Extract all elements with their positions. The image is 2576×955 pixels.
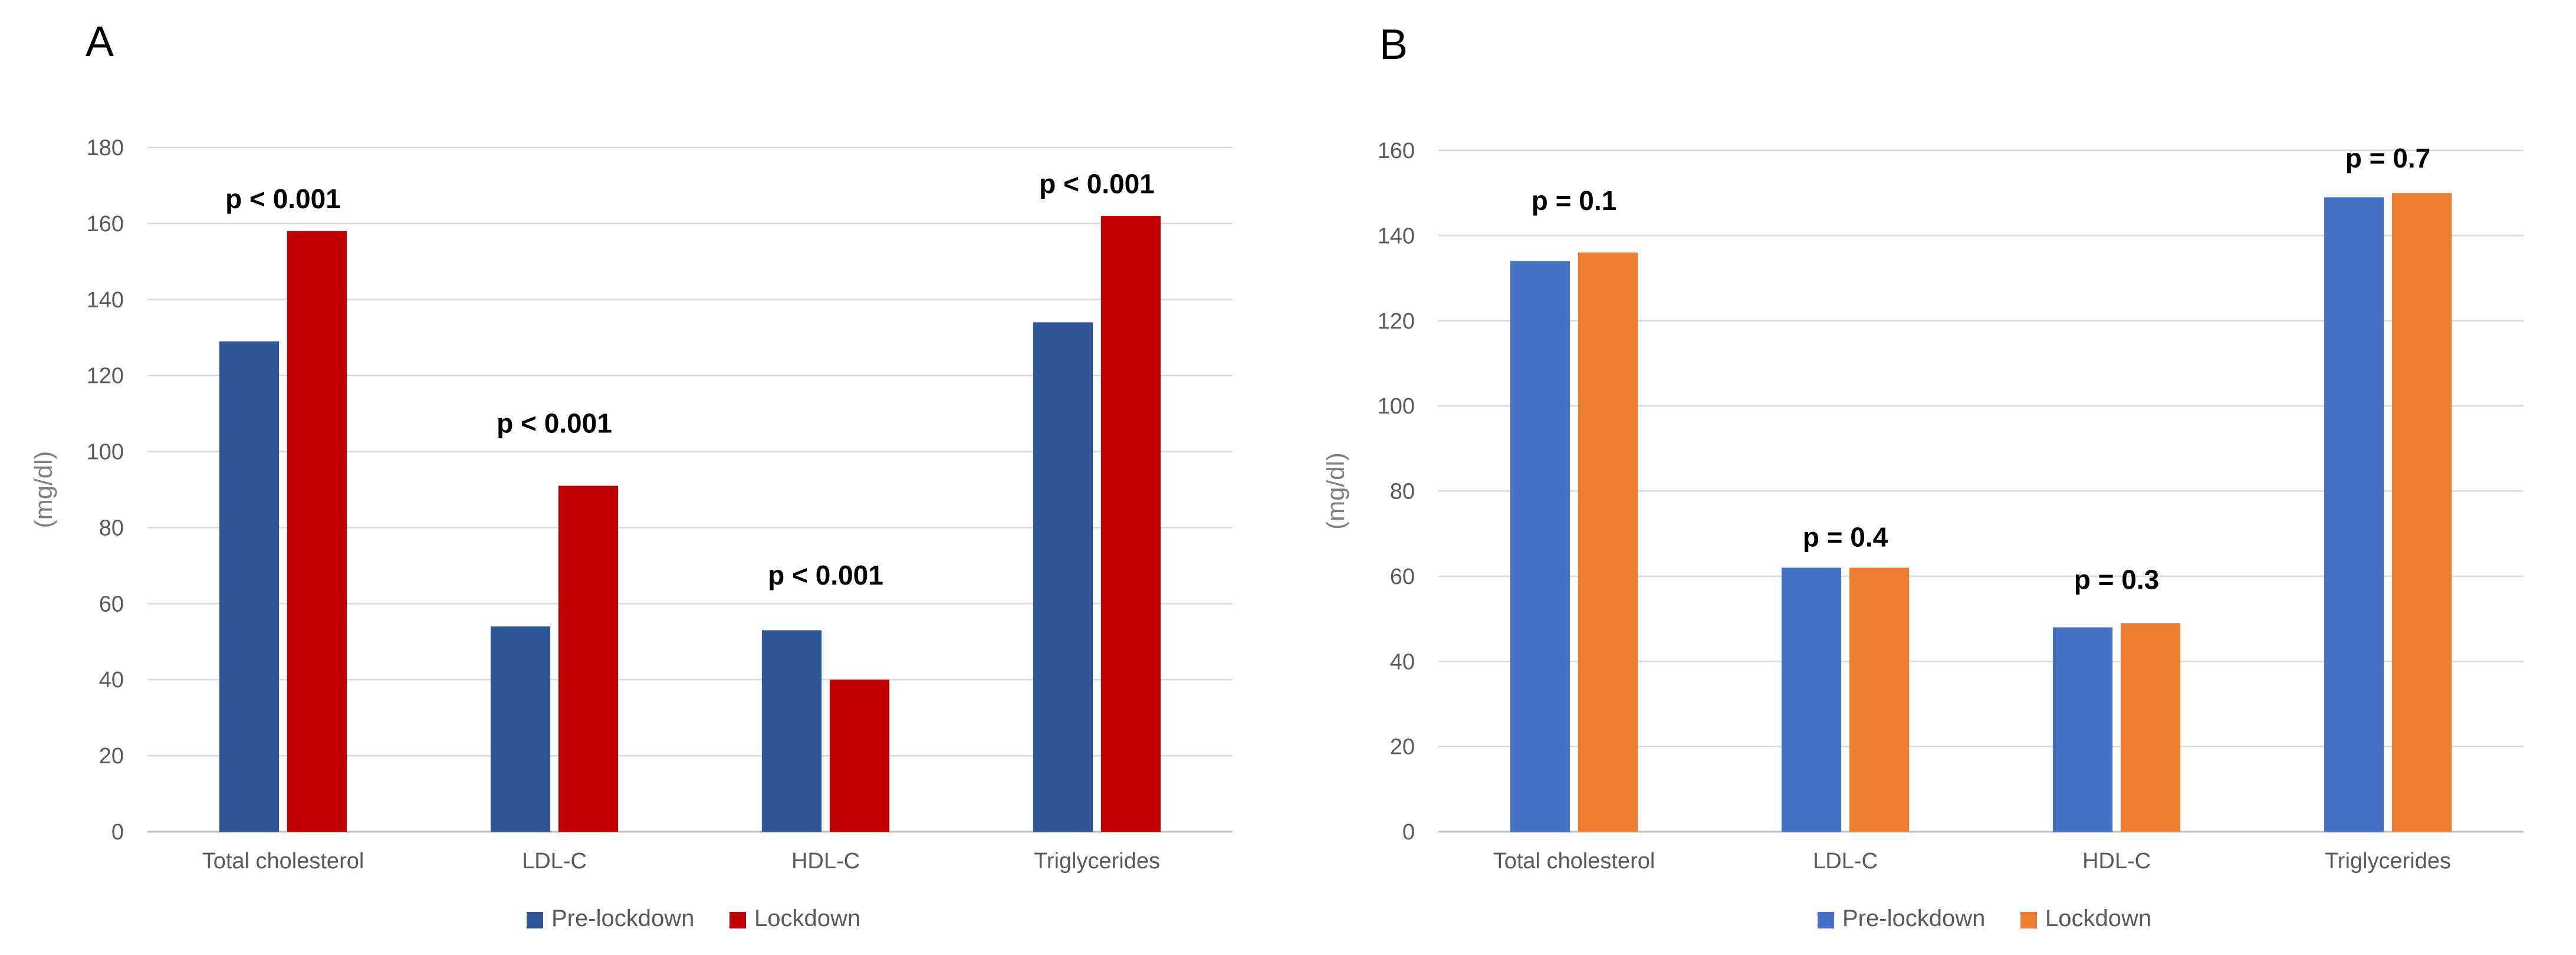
chart-b-y-tick-label: 20 <box>1390 735 1415 760</box>
chart-a-bar-lockdown-4 <box>1100 216 1161 832</box>
chart-a-y-tick-label: 140 <box>87 288 124 313</box>
chart-a-bar-lockdown-1 <box>287 231 347 832</box>
chart-a-p-value-label: p < 0.001 <box>1039 168 1155 199</box>
chart-a-bar-lockdown-2 <box>558 485 619 832</box>
chart-b-p-value-label: p = 0.4 <box>1803 521 1888 552</box>
chart-a-bar-lockdown-3 <box>829 680 890 832</box>
chart-panel-a: A 0 20 40 60 80 100 120 140 160 180 (mg/dl) Total ch… <box>29 18 1233 931</box>
chart-a-p-value-label: p < 0.001 <box>225 183 341 214</box>
chart-a-legend-swatch-1 <box>527 912 543 928</box>
chart-b-bar-lockdown-4 <box>2391 193 2452 832</box>
chart-b-y-tick-label: 100 <box>1378 394 1415 419</box>
chart-b-bar-pre-lockdown-4 <box>2324 197 2384 832</box>
chart-b-y-tick-label: 140 <box>1378 224 1415 248</box>
chart-a-bar-pre-lockdown-4 <box>1033 322 1093 832</box>
chart-b-y-tick-label: 80 <box>1390 480 1415 504</box>
chart-b-x-tick-label: HDL-C <box>2082 849 2151 874</box>
chart-a-y-tick-label: 120 <box>87 364 124 389</box>
chart-b-panel-label: B <box>1379 21 1408 68</box>
chart-a-y-tick-label: 40 <box>99 668 124 693</box>
chart-a-y-tick-label: 180 <box>87 136 124 160</box>
chart-b-y-tick-label: 160 <box>1378 139 1415 163</box>
chart-b-legend-label-2: Lockdown <box>2045 905 2151 931</box>
chart-b-bar-pre-lockdown-3 <box>2052 627 2113 832</box>
chart-a-y-tick-label: 60 <box>99 592 124 616</box>
chart-a-y-axis-title: (mg/dl) <box>29 451 57 529</box>
chart-b-p-value-label: p = 0.7 <box>2345 143 2430 173</box>
chart-b-y-tick-label: 0 <box>1402 820 1415 845</box>
chart-b-legend-swatch-2 <box>2020 912 2037 928</box>
chart-b-x-tick-label: Triglycerides <box>2325 849 2451 874</box>
chart-b-bar-pre-lockdown-1 <box>1510 261 1570 832</box>
chart-a-x-tick-label: HDL-C <box>791 849 860 874</box>
chart-a-y-tick-label: 0 <box>111 820 124 845</box>
chart-a-legend-swatch-2 <box>730 912 746 928</box>
chart-b-svg: B 0 20 40 60 80 100 120 140 160 (mg/dl) Total chole… <box>1322 21 2524 931</box>
chart-b-bar-pre-lockdown-2 <box>1781 567 1842 832</box>
chart-a-bar-pre-lockdown-3 <box>761 630 822 832</box>
chart-b-p-value-label: p = 0.1 <box>1532 185 1616 216</box>
chart-b-y-axis-title: (mg/dl) <box>1322 452 1349 530</box>
chart-a-x-tick-label: Total cholesterol <box>202 849 364 874</box>
chart-a-y-tick-label: 80 <box>99 516 124 540</box>
chart-b-y-tick-label: 60 <box>1390 565 1415 589</box>
chart-a-y-tick-label: 20 <box>99 744 124 769</box>
chart-a-x-tick-label: LDL-C <box>522 849 587 874</box>
chart-b-x-tick-label: LDL-C <box>1813 849 1878 874</box>
chart-a-svg: A 0 20 40 60 80 100 120 140 160 180 (mg/dl) Total ch… <box>29 18 1233 931</box>
chart-a-y-tick-label: 160 <box>87 212 124 237</box>
chart-b-bar-lockdown-2 <box>1849 567 1910 832</box>
chart-a-p-value-label: p < 0.001 <box>497 408 612 438</box>
chart-a-bar-pre-lockdown-2 <box>490 626 551 832</box>
chart-b-bar-lockdown-1 <box>1578 252 1638 832</box>
chart-b-x-tick-label: Total cholesterol <box>1493 849 1655 874</box>
chart-a-x-tick-label: Triglycerides <box>1034 849 1160 874</box>
chart-b-y-tick-label: 40 <box>1390 649 1415 674</box>
chart-a-p-value-label: p < 0.001 <box>768 560 883 590</box>
chart-panel-b: B 0 20 40 60 80 100 120 140 160 (mg/dl) Total chole… <box>1288 0 2576 955</box>
chart-b-y-tick-label: 120 <box>1378 309 1415 334</box>
chart-a-bar-pre-lockdown-1 <box>219 341 280 832</box>
chart-b-legend-label-1: Pre-lockdown <box>1842 905 1985 931</box>
chart-b-legend-swatch-1 <box>1818 912 1834 928</box>
chart-a-legend-label-2: Lockdown <box>754 905 860 931</box>
chart-a-y-tick-label: 100 <box>87 440 124 465</box>
chart-b-bar-lockdown-3 <box>2120 623 2181 832</box>
chart-b-p-value-label: p = 0.3 <box>2074 565 2159 595</box>
chart-a-panel-label: A <box>86 18 114 65</box>
chart-a-legend-label-1: Pre-lockdown <box>551 905 694 931</box>
